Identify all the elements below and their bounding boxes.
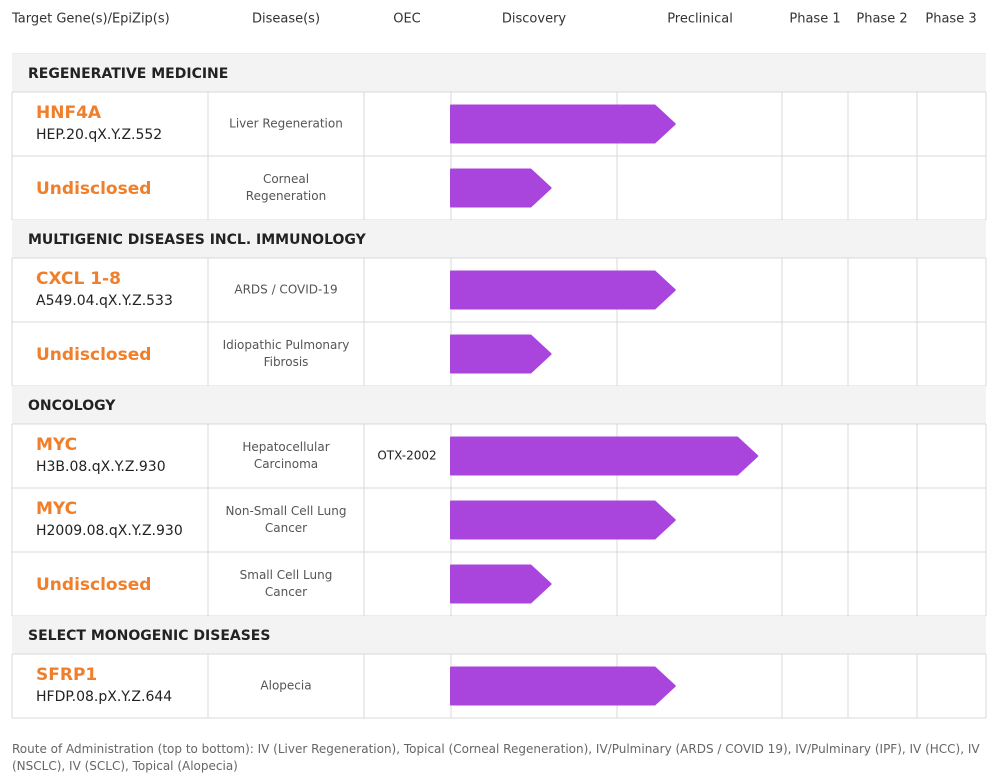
progress-arrow [450,500,676,540]
column-header: Phase 3 [925,12,976,27]
section-band [12,54,986,92]
epizip-id: A549.04.qX.Y.Z.533 [36,293,173,309]
progress-arrow [450,168,552,208]
column-header: OEC [393,12,421,27]
progress-arrow [450,436,759,476]
gene-name: Undisclosed [36,345,151,365]
column-header: Preclinical [667,12,733,27]
epizip-id: H2009.08.qX.Y.Z.930 [36,523,183,539]
progress-arrow [450,270,676,310]
progress-arrow [450,104,676,144]
epizip-id: H3B.08.qX.Y.Z.930 [36,459,166,475]
column-header: Phase 1 [789,12,840,27]
disease-label: Fibrosis [264,355,309,369]
column-header: Phase 2 [856,12,907,27]
section-title: SELECT MONOGENIC DISEASES [28,628,270,644]
disease-label: ARDS / COVID-19 [234,283,337,297]
disease-label: Alopecia [260,679,311,693]
gene-name: CXCL 1-8 [36,269,121,289]
gene-name: HNF4A [36,103,102,123]
disease-label: Cancer [265,585,307,599]
disease-label: Corneal [263,172,309,186]
disease-label: Cancer [265,521,307,535]
section-band [12,220,986,258]
disease-label: Liver Regeneration [229,117,343,131]
progress-arrow [450,666,676,706]
epizip-id: HFDP.08.pX.Y.Z.644 [36,689,172,705]
progress-arrow [450,564,552,604]
progress-arrow [450,334,552,374]
gene-name: MYC [36,499,77,519]
disease-label: Idiopathic Pulmonary [223,338,350,352]
column-header: Disease(s) [252,12,320,27]
disease-label: Non-Small Cell Lung [226,504,347,518]
disease-label: Carcinoma [254,457,318,471]
section-title: MULTIGENIC DISEASES INCL. IMMUNOLOGY [28,232,367,248]
disease-label: Regeneration [246,189,326,203]
section-title: ONCOLOGY [28,398,116,414]
column-header: Target Gene(s)/EpiZip(s) [11,12,170,27]
gene-name: MYC [36,435,77,455]
disease-label: Small Cell Lung [240,568,333,582]
section-title: REGENERATIVE MEDICINE [28,66,228,82]
section-band [12,616,986,654]
disease-label: Hepatocellular [242,440,329,454]
gene-name: SFRP1 [36,665,97,685]
gene-name: Undisclosed [36,179,151,199]
section-band [12,386,986,424]
column-header: Discovery [502,12,567,27]
gene-name: Undisclosed [36,575,151,595]
epizip-id: HEP.20.qX.Y.Z.552 [36,127,162,143]
route-footnote: Route of Administration (top to bottom):… [12,742,980,773]
oec-label: OTX-2002 [377,449,436,463]
pipeline-chart: Target Gene(s)/EpiZip(s) Disease(s) OEC Dis… [11,12,987,719]
